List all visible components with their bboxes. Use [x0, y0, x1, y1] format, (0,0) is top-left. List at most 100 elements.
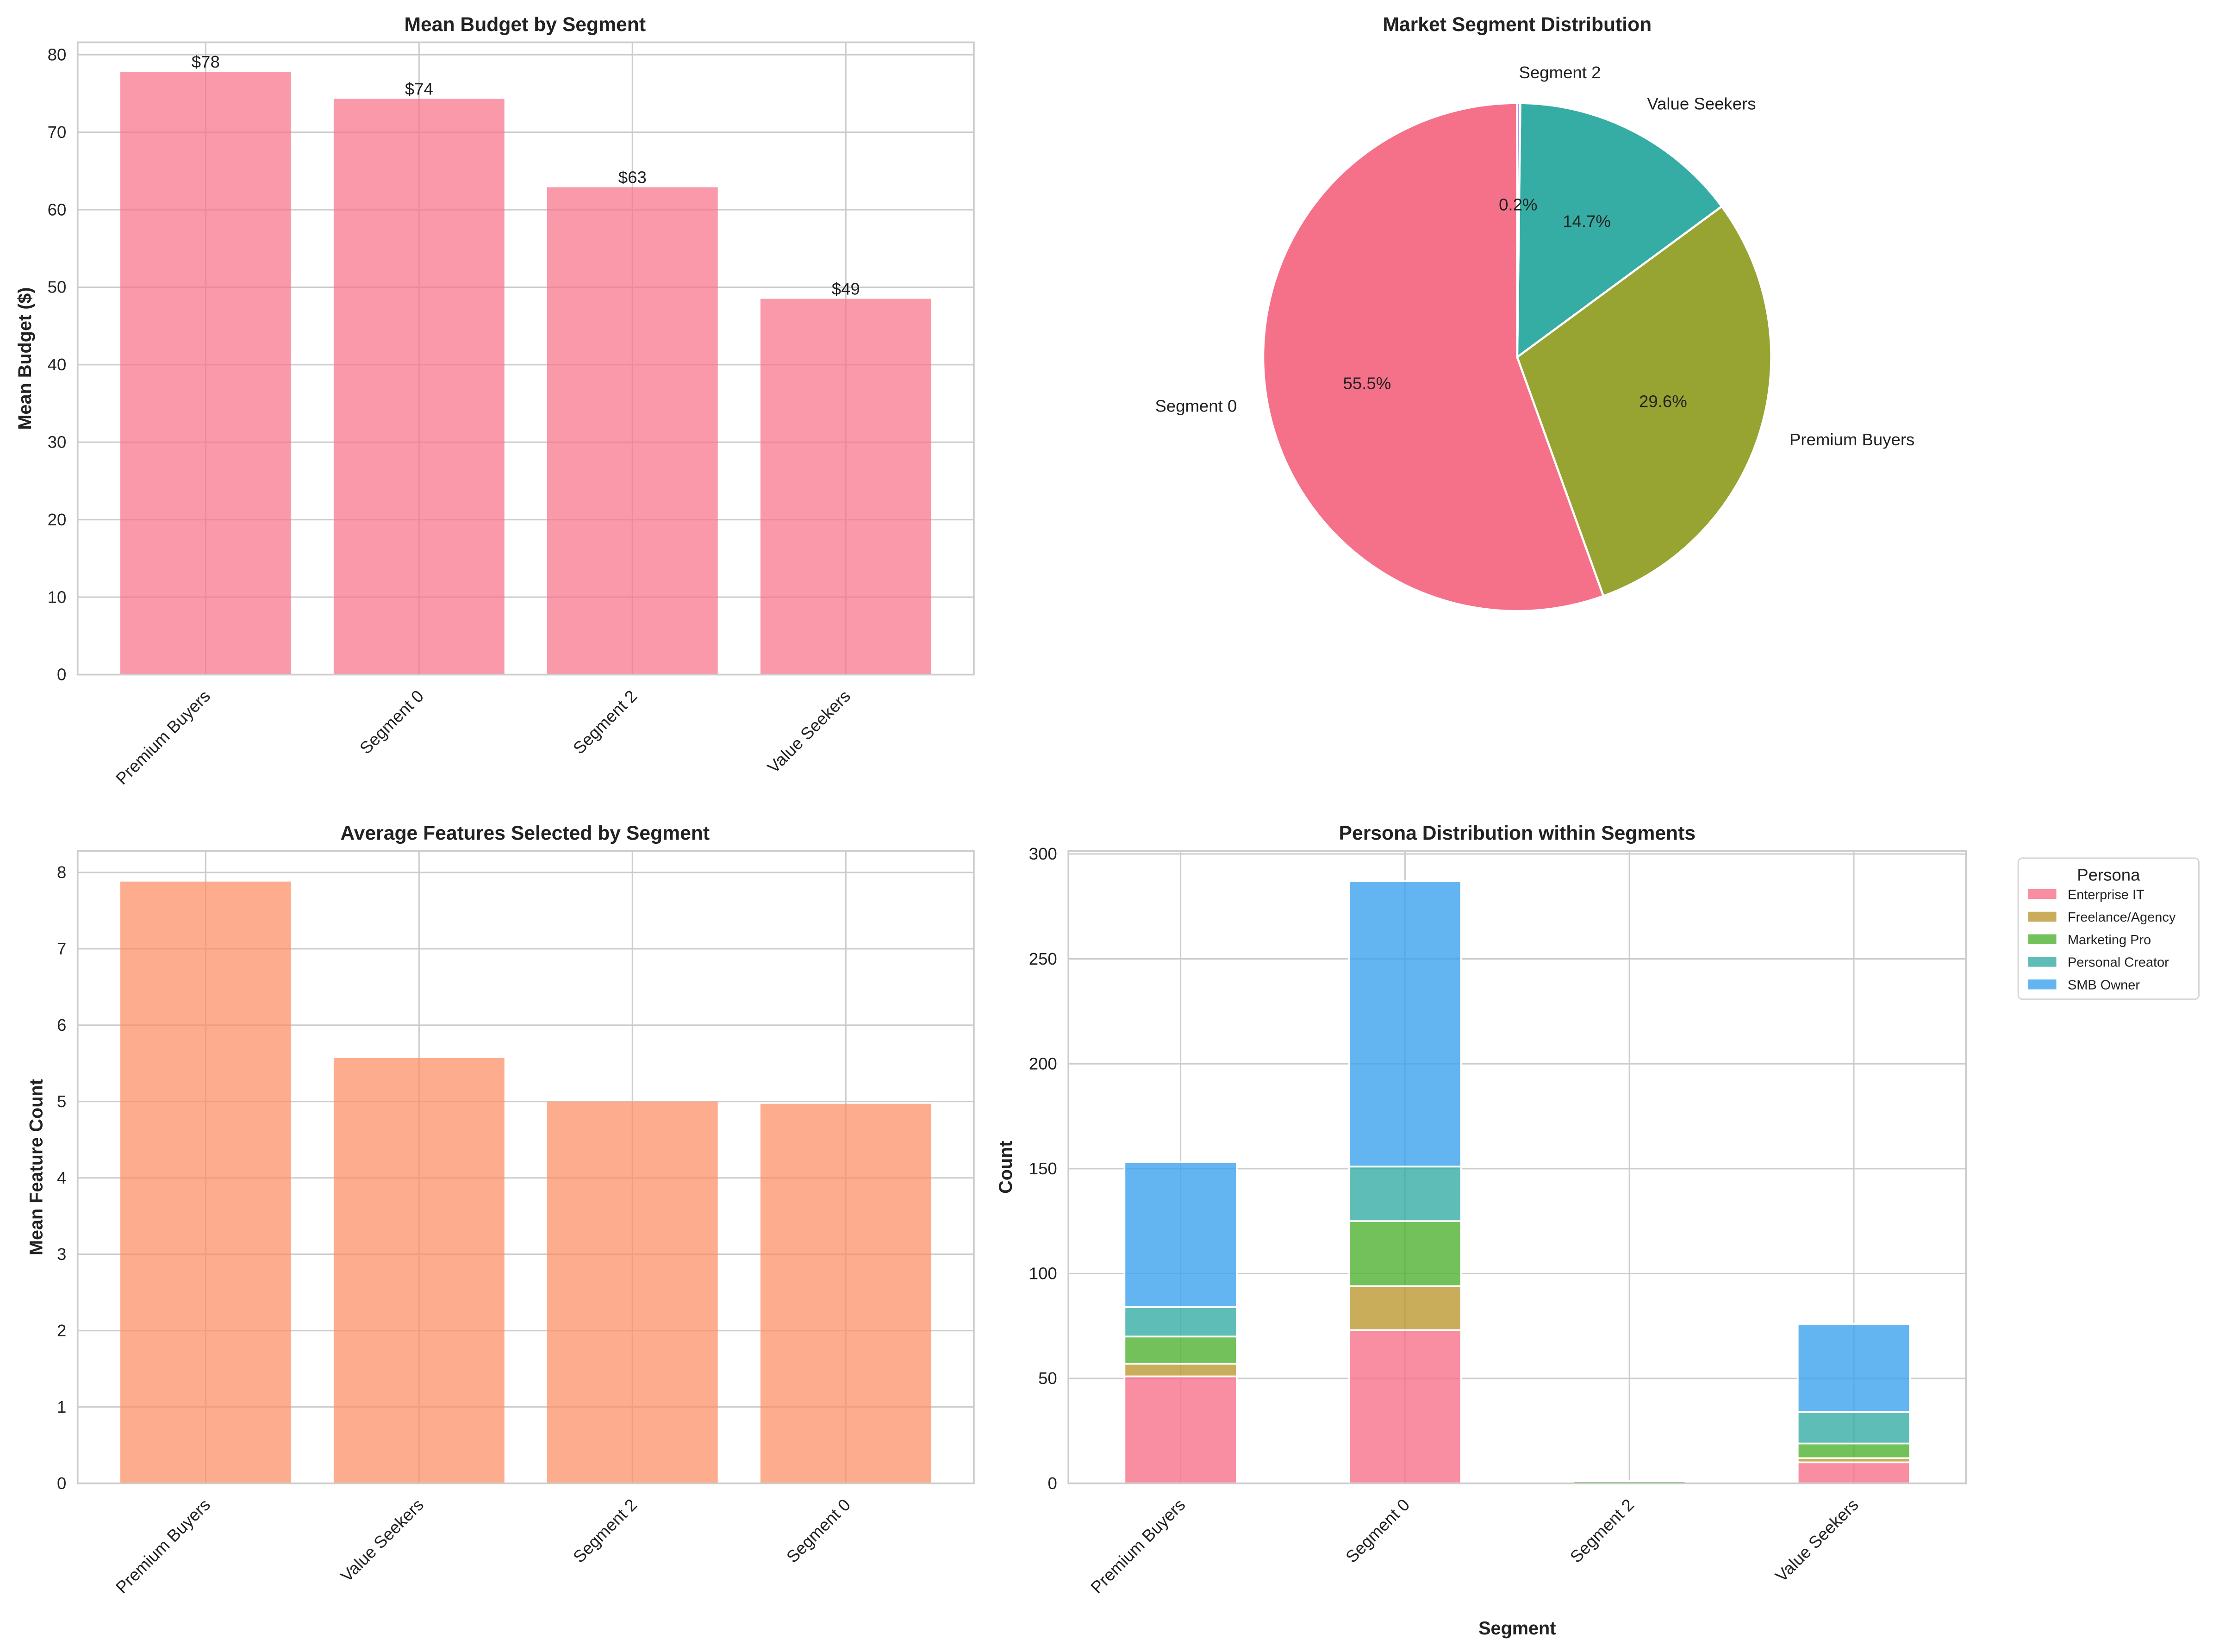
- pie-slice: [1516, 102, 1723, 360]
- bar-segment-personal-creator: [1348, 1166, 1462, 1222]
- axes-frame: [76, 41, 975, 676]
- bar-segment-marketing-pro: [1348, 1220, 1462, 1287]
- legend-label: Freelance/Agency: [2068, 910, 2176, 925]
- pie-slice: [1262, 102, 1605, 612]
- pie-label: Premium Buyers: [1789, 430, 1914, 449]
- bar-segment-enterprise-it: [1796, 1461, 1911, 1484]
- y-tick-label: 7: [57, 939, 66, 958]
- y-tick-label: 30: [48, 432, 67, 451]
- legend-label: Personal Creator: [2068, 955, 2169, 970]
- bar-segment-smb-owner: [1123, 1161, 1238, 1308]
- x-tick-label: Value Seekers: [764, 686, 854, 777]
- y-tick-label: 200: [1029, 1054, 1057, 1073]
- legend-label: Marketing Pro: [2068, 933, 2151, 948]
- chart2-title: Market Segment Distribution: [1383, 13, 1652, 36]
- legend-label: Enterprise IT: [2068, 887, 2144, 902]
- bar-segment-personal-creator: [1796, 1411, 1911, 1445]
- legend-swatch: [2028, 957, 2057, 967]
- chart3-bar-features: 0 1 2 3 4 5 6 7 8 Premium Buyers Value Seekers Segm…: [57, 850, 975, 1597]
- axes-frame: [1067, 850, 1967, 1484]
- chart4-xlabel: Segment: [1478, 1618, 1556, 1639]
- bar-segment-marketing-pro: [1123, 1335, 1238, 1365]
- y-tick-label: 80: [48, 45, 67, 64]
- bar: [333, 1058, 505, 1484]
- bar-segment-personal-creator: [1123, 1306, 1238, 1338]
- bar: [333, 99, 505, 675]
- chart4-legend: Persona Enterprise IT Freelance/Agency Mark…: [2017, 857, 2200, 1000]
- y-tick-label: 10: [48, 587, 67, 606]
- pie-pct-label: 29.6%: [1639, 392, 1687, 411]
- bar-segment-enterprise-it: [1348, 1329, 1462, 1484]
- chart2-pie-segments: Segment 0 55.5% Premium Buyers 29.6% Value S…: [1155, 63, 1914, 612]
- chart1-bar-budget: 0 10 20 30 40 50 60 70 80 $78 Premium Buyers $74 Seg…: [48, 41, 975, 788]
- y-tick-label: 0: [57, 665, 66, 684]
- legend-swatch: [2028, 979, 2057, 990]
- x-tick-label: Segment 0: [356, 686, 427, 758]
- pie-pct-label: 0.2%: [1499, 195, 1537, 214]
- y-tick-label: 8: [57, 863, 66, 882]
- y-tick-label: 40: [48, 355, 67, 374]
- y-tick-label: 250: [1029, 949, 1057, 968]
- legend-swatch: [2028, 911, 2057, 922]
- x-tick-label: Segment 0: [1342, 1495, 1413, 1566]
- x-tick-label: Premium Buyers: [112, 686, 214, 788]
- bar-segment-smb-owner: [1796, 1323, 1911, 1413]
- chart4-ylabel: Count: [996, 1141, 1016, 1193]
- x-tick-label: Premium Buyers: [112, 1495, 214, 1597]
- chart3-ylabel: Mean Feature Count: [26, 1079, 46, 1255]
- bar: [760, 1103, 931, 1484]
- pie-pct-label: 14.7%: [1563, 212, 1611, 231]
- bar: [547, 1101, 718, 1484]
- bar: [547, 187, 718, 675]
- bar-data-label: $74: [405, 80, 433, 99]
- axes-frame: [76, 850, 975, 1484]
- chart4-stacked-personas: 0 50 100 150 200 250 300 Premium Buyers Segment …: [1029, 844, 1967, 1597]
- bar: [760, 299, 931, 675]
- legend-label: SMB Owner: [2068, 978, 2140, 992]
- chart3-title: Average Features Selected by Segment: [340, 822, 710, 844]
- legend-title: Persona: [2077, 866, 2140, 885]
- bar: [120, 881, 291, 1484]
- y-tick-label: 100: [1029, 1264, 1057, 1283]
- pie-slice: [1516, 205, 1772, 598]
- x-tick-label: Segment 2: [569, 1495, 641, 1566]
- y-tick-label: 5: [57, 1092, 66, 1111]
- y-tick-label: 20: [48, 510, 67, 529]
- y-tick-label: 6: [57, 1016, 66, 1035]
- bar: [120, 72, 291, 675]
- y-tick-label: 1: [57, 1397, 66, 1416]
- bar-segment-enterprise-it: [1123, 1375, 1238, 1484]
- chart1-ylabel: Mean Budget ($): [15, 287, 35, 430]
- legend-swatch: [2028, 934, 2057, 944]
- x-tick-label: Value Seekers: [337, 1495, 427, 1585]
- legend-swatch: [2028, 889, 2057, 899]
- bar-data-label: $49: [832, 279, 860, 298]
- y-tick-label: 60: [48, 200, 67, 219]
- bar-segment-smb-owner: [1348, 880, 1462, 1168]
- y-tick-label: 150: [1029, 1159, 1057, 1178]
- y-tick-label: 50: [48, 278, 67, 297]
- y-tick-label: 0: [1047, 1474, 1057, 1493]
- y-tick-label: 3: [57, 1245, 66, 1264]
- pie-label: Segment 0: [1155, 397, 1237, 416]
- bar-segment-freelance-agency: [1123, 1363, 1238, 1378]
- bar-data-label: $78: [192, 52, 220, 71]
- pie-label: Segment 2: [1519, 63, 1601, 82]
- x-tick-label: Value Seekers: [1772, 1495, 1862, 1585]
- chart4-title: Persona Distribution within Segments: [1339, 822, 1696, 844]
- y-tick-label: 300: [1029, 844, 1057, 863]
- pie-label: Value Seekers: [1647, 94, 1756, 113]
- x-tick-label: Segment 2: [1566, 1495, 1638, 1566]
- y-tick-label: 70: [48, 123, 67, 142]
- y-tick-label: 4: [57, 1168, 66, 1187]
- x-tick-label: Premium Buyers: [1087, 1495, 1189, 1597]
- bar-segment-marketing-pro: [1796, 1442, 1911, 1459]
- bar-segment-freelance-agency: [1348, 1285, 1462, 1331]
- bar-data-label: $63: [618, 168, 647, 187]
- legend-box: [2017, 857, 2200, 1000]
- chart1-title: Mean Budget by Segment: [404, 13, 646, 36]
- y-tick-label: 0: [57, 1474, 66, 1493]
- pie-pct-label: 55.5%: [1343, 374, 1391, 393]
- pie-slice: [1516, 102, 1521, 357]
